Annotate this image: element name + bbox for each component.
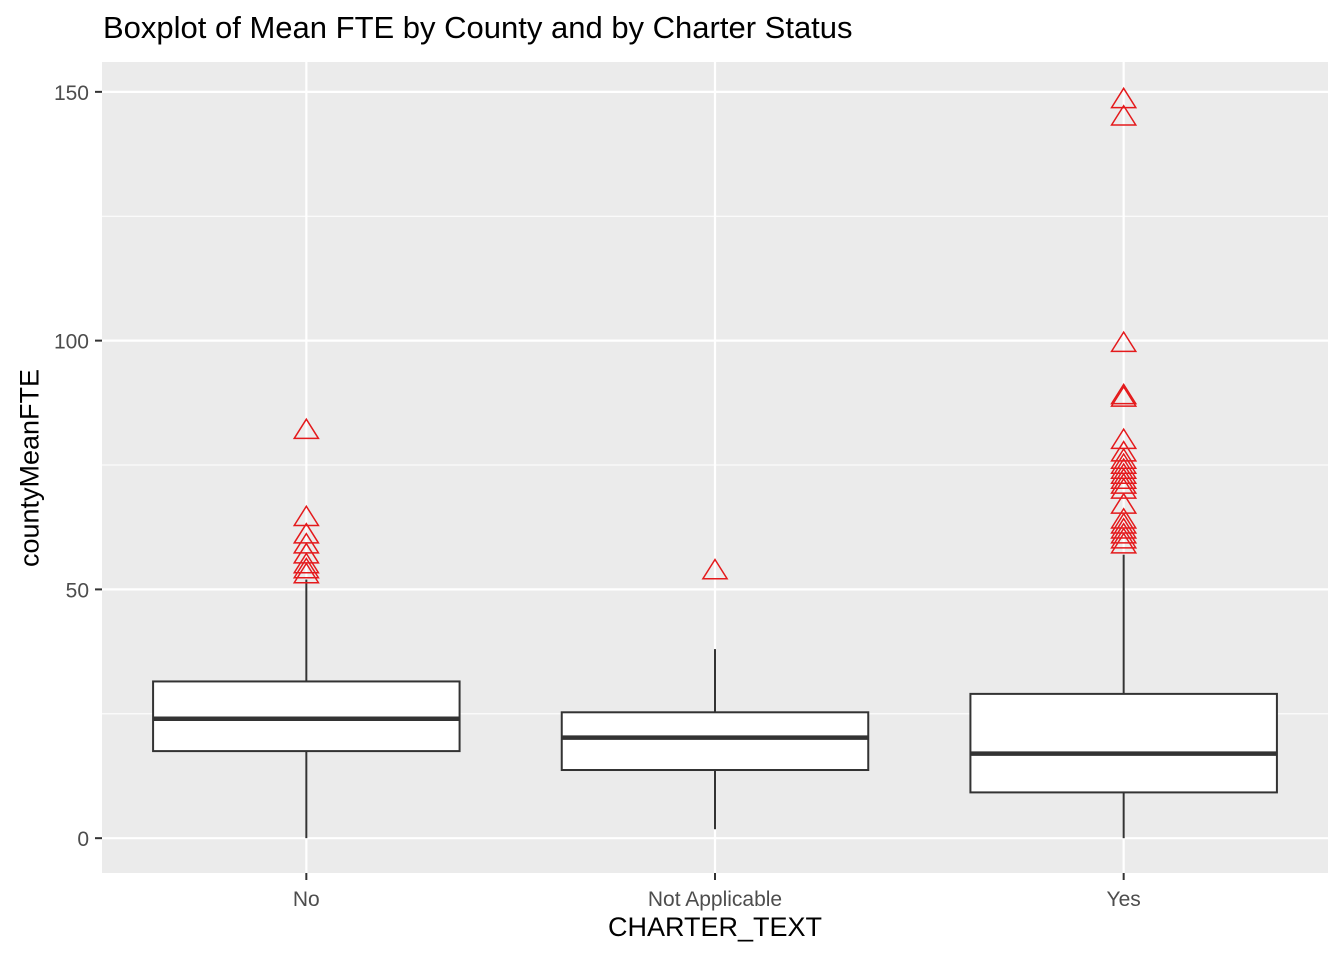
outlier-point	[292, 522, 320, 544]
box-yes	[969, 692, 1278, 794]
outlier-point	[292, 504, 320, 527]
x-tick-label: Not Applicable	[648, 888, 782, 911]
outlier-point	[292, 417, 320, 440]
y-tick-label: 150	[54, 82, 89, 105]
outlier-point	[1110, 447, 1138, 470]
outlier-point	[1110, 104, 1138, 126]
y-tick-label: 50	[66, 579, 89, 602]
outlier-point	[1110, 452, 1138, 475]
box-no	[152, 680, 461, 753]
box-not-applicable	[560, 711, 870, 772]
x-tick-label: No	[293, 888, 320, 911]
y-axis-title: countyMeanFTE	[14, 368, 45, 568]
outlier-point	[1110, 382, 1138, 405]
outlier-point	[1110, 330, 1138, 353]
x-tick-label: Yes	[1107, 888, 1141, 911]
outlier-point	[1110, 492, 1138, 514]
outlier-point	[292, 557, 320, 579]
outlier-point	[701, 558, 729, 580]
outlier-point	[1110, 385, 1138, 407]
outlier-point	[1110, 86, 1138, 109]
chart-title: Boxplot of Mean FTE by County and by Cha…	[103, 10, 853, 45]
outlier-point	[1110, 512, 1138, 534]
outlier-point	[1110, 427, 1138, 450]
outlier-point	[1110, 507, 1138, 529]
outlier-point	[1110, 440, 1138, 462]
x-axis-title: CHARTER_TEXT	[607, 912, 823, 942]
y-tick-label: 0	[77, 828, 89, 851]
y-tick-label: 100	[54, 331, 89, 354]
